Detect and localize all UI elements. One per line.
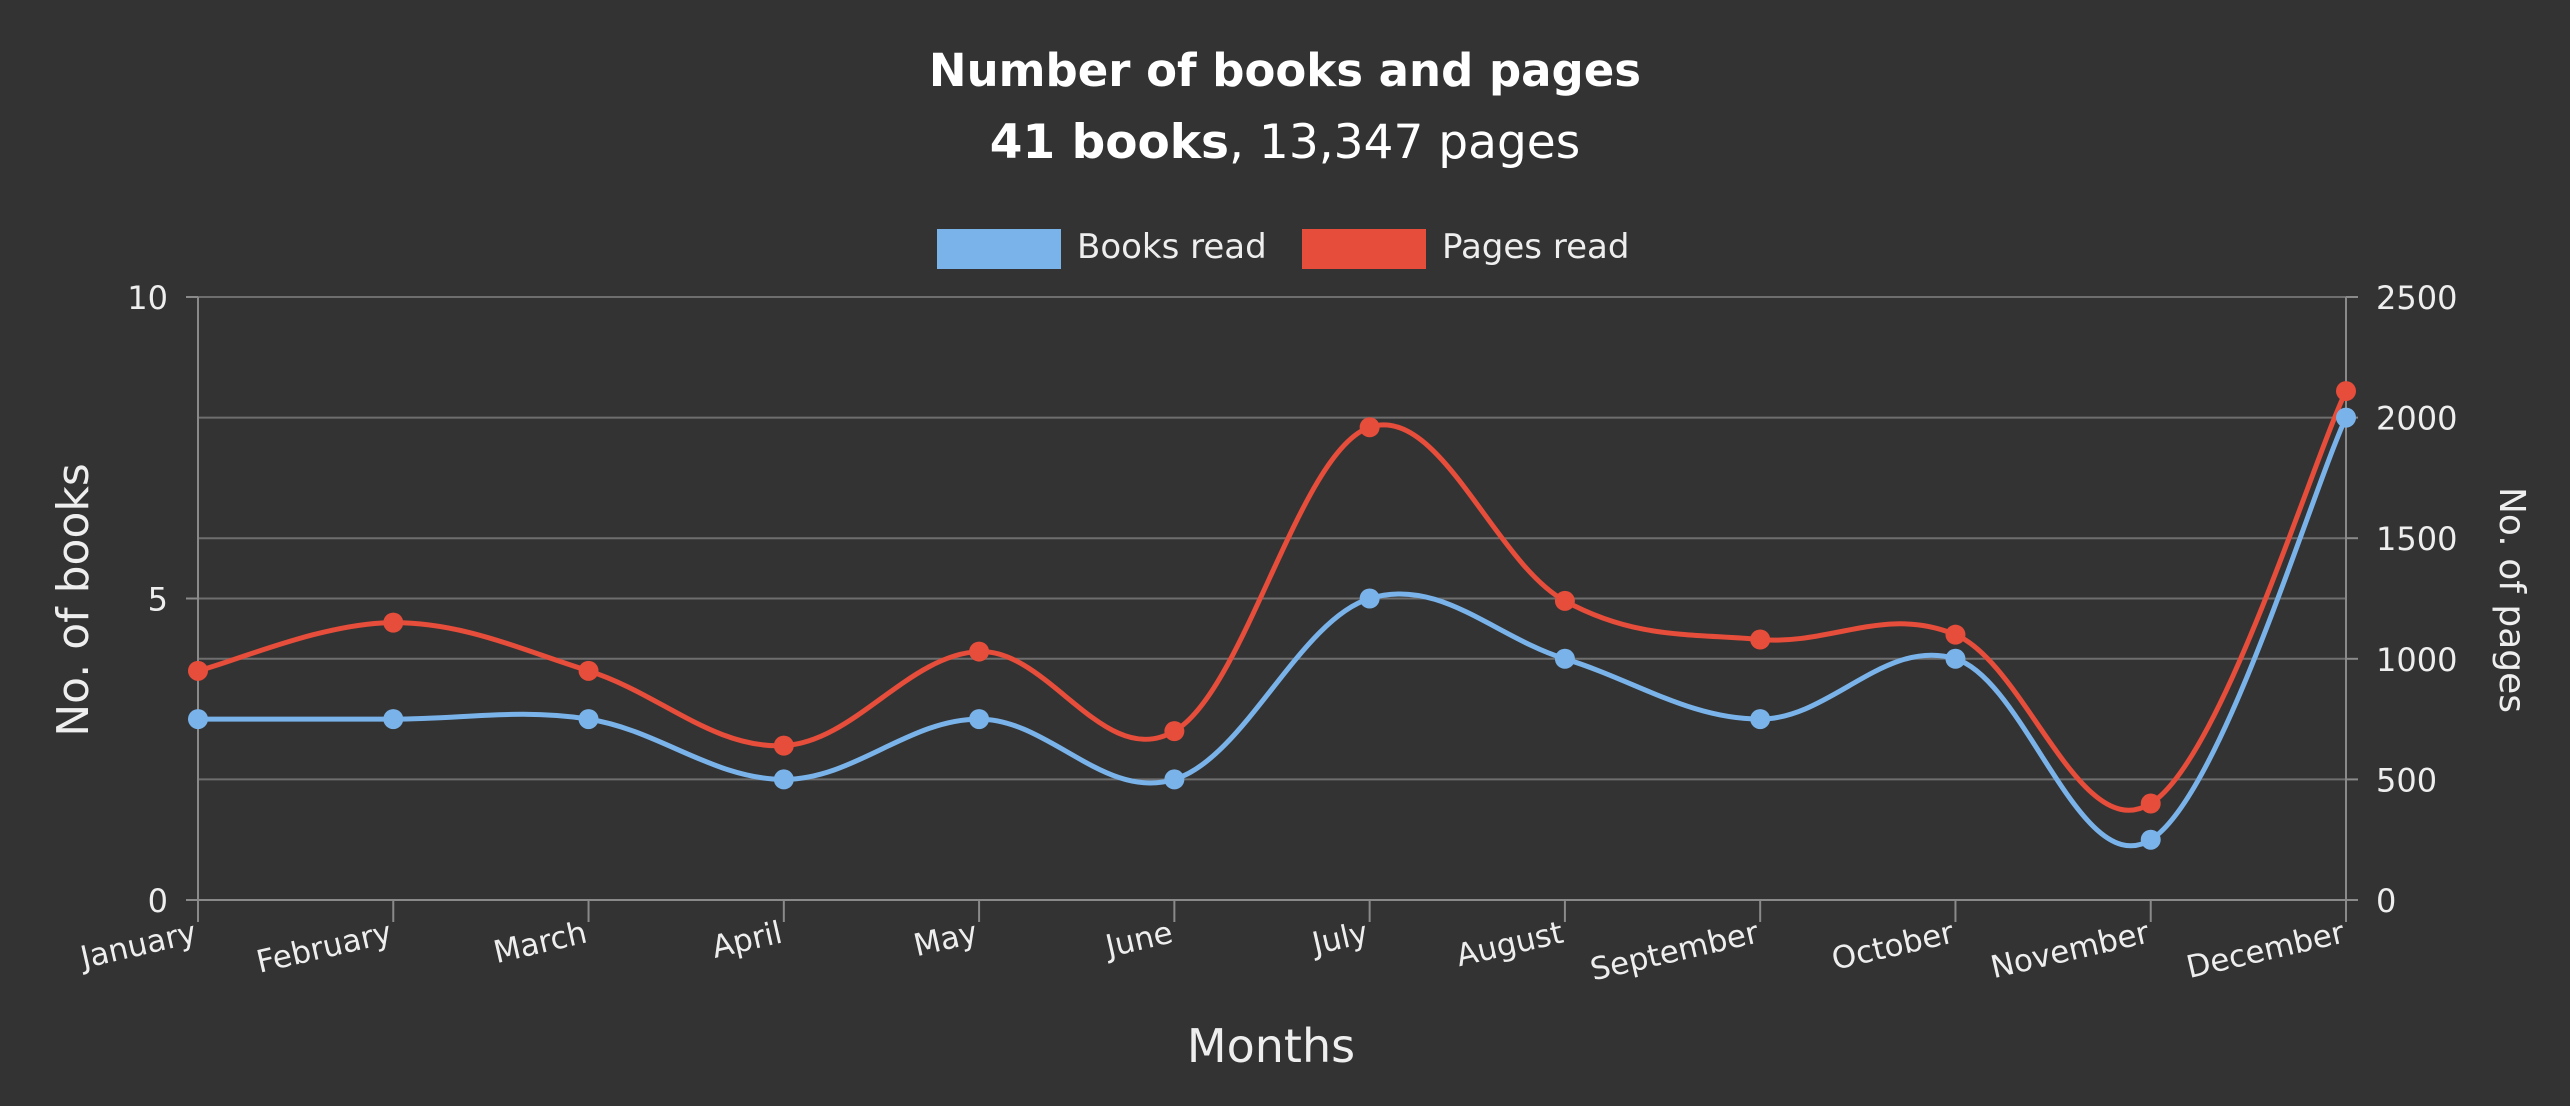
point-pages-read-april xyxy=(773,735,794,756)
point-books-read-january xyxy=(188,709,208,730)
x-tick-label-july: July xyxy=(1307,915,1371,963)
x-tick-label-september: September xyxy=(1587,915,1762,989)
point-books-read-august xyxy=(1554,648,1575,669)
point-pages-read-december xyxy=(2336,381,2356,402)
point-books-read-march xyxy=(578,709,599,730)
x-tick-label-october: October xyxy=(1828,915,1957,978)
point-books-read-october xyxy=(1945,648,1966,669)
y-left-tick-label: 10 xyxy=(127,279,168,317)
y-right-tick-label: 500 xyxy=(2376,761,2437,799)
legend-swatch-books-read xyxy=(937,229,1061,269)
point-books-read-february xyxy=(383,709,404,730)
point-books-read-december xyxy=(2336,407,2356,428)
x-tick-label-april: April xyxy=(708,915,785,966)
legend: Books read Pages read xyxy=(937,227,1629,269)
series-line-books-read xyxy=(197,416,2349,849)
point-pages-read-february xyxy=(383,612,404,633)
axes: 0 5 10 0 500 1000 1500 2000 2500 January February M… xyxy=(75,279,2457,988)
x-tick-label-may: May xyxy=(910,915,981,964)
y-axis-left-title: No. of books xyxy=(48,463,99,737)
point-pages-read-june xyxy=(1164,721,1185,742)
x-tick-label-february: February xyxy=(253,915,395,981)
chart-title: Number of books and pages xyxy=(929,44,1641,97)
point-pages-read-september xyxy=(1750,629,1771,650)
y-right-tick-label: 1500 xyxy=(2376,520,2457,558)
grid-lines xyxy=(198,296,2346,901)
x-tick-label-january: January xyxy=(75,915,200,977)
point-pages-read-november xyxy=(2140,793,2161,814)
point-books-read-may xyxy=(969,709,990,730)
x-tick-label-august: August xyxy=(1453,915,1567,974)
series-line-pages-read xyxy=(197,389,2349,813)
point-books-read-september xyxy=(1750,709,1771,730)
point-books-read-july xyxy=(1359,588,1380,609)
y-right-tick-label: 0 xyxy=(2376,882,2396,920)
point-pages-read-may xyxy=(969,641,990,662)
y-axis-right-title: No. of pages xyxy=(2491,487,2532,713)
subtitle-books: 41 books xyxy=(990,115,1229,170)
point-pages-read-august xyxy=(1554,590,1575,611)
point-books-read-november xyxy=(2140,829,2161,850)
point-pages-read-october xyxy=(1945,624,1966,645)
x-tick-label-december: December xyxy=(2183,915,2348,986)
x-tick-label-november: November xyxy=(1987,915,2152,986)
y-right-tick-label: 2500 xyxy=(2376,279,2457,317)
legend-label-pages-read: Pages read xyxy=(1442,227,1629,267)
series-layer xyxy=(188,381,2356,850)
x-tick-label-march: March xyxy=(490,915,590,971)
chart-subtitle: 41 books, 13,347 pages xyxy=(990,115,1580,170)
y-left-tick-label: 0 xyxy=(148,882,168,920)
subtitle-pages: , 13,347 pages xyxy=(1229,115,1580,170)
point-pages-read-january xyxy=(188,660,208,681)
point-pages-read-march xyxy=(578,660,599,681)
x-axis-title: Months xyxy=(1187,1019,1355,1073)
legend-label-books-read: Books read xyxy=(1077,227,1267,267)
point-pages-read-july xyxy=(1359,417,1380,438)
point-books-read-june xyxy=(1164,769,1185,790)
y-right-tick-label: 1000 xyxy=(2376,641,2457,679)
legend-swatch-pages-read xyxy=(1302,229,1426,269)
point-books-read-april xyxy=(773,769,794,790)
y-left-tick-label: 5 xyxy=(148,581,168,619)
x-tick-label-june: June xyxy=(1100,915,1176,966)
y-right-tick-label: 2000 xyxy=(2376,400,2457,438)
